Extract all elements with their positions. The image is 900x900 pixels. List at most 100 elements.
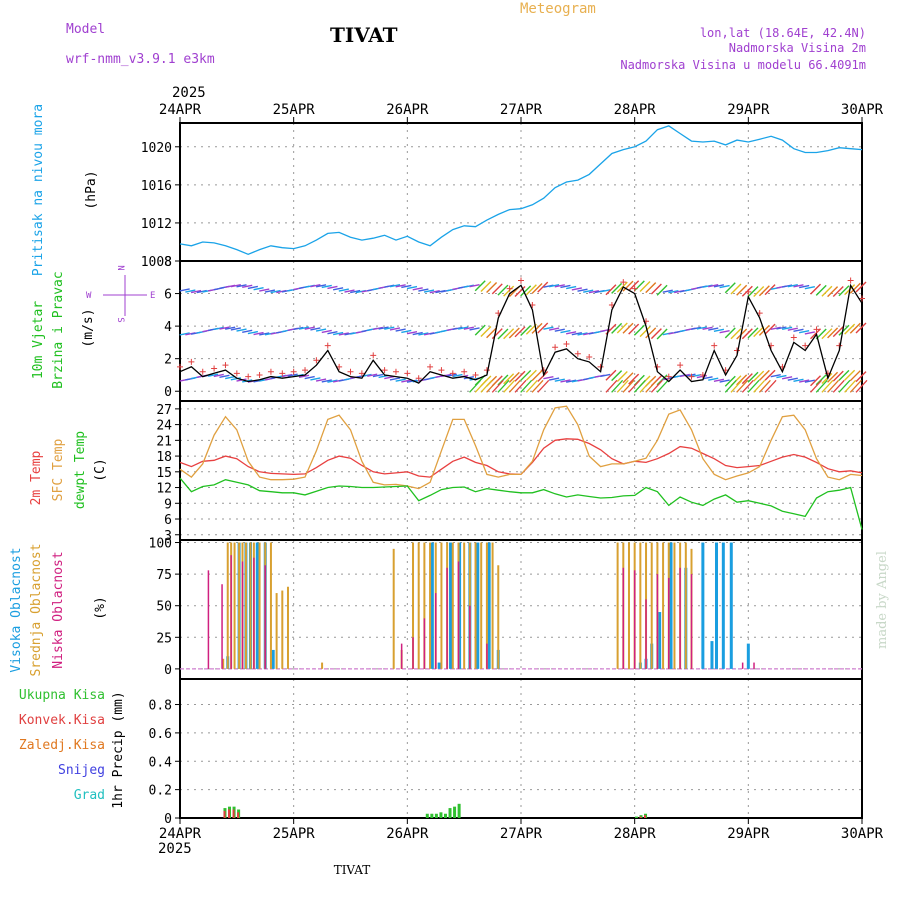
mid-cloud-bar (684, 542, 687, 669)
wind-arrow (520, 379, 533, 393)
wind-arrow (406, 379, 418, 383)
wind-arrow (810, 328, 822, 340)
x-tick-label-bottom: 27APR (500, 826, 543, 842)
low-cloud-bar (435, 593, 437, 669)
wind-arrow (628, 280, 640, 292)
wind-arrow (525, 284, 537, 296)
gust-marker (677, 362, 684, 369)
y-tick-label: 0.4 (149, 755, 173, 770)
footer-station: TIVAT (334, 863, 371, 877)
wind-arrow (810, 379, 823, 393)
wind-arrow (611, 282, 623, 294)
gust-marker (449, 370, 456, 377)
wind-arrow (440, 373, 452, 378)
wind-arrow (508, 379, 521, 393)
wind-arrow (412, 287, 423, 291)
gust-marker (688, 373, 695, 380)
wind-arrow (685, 373, 696, 377)
wind-arrow (463, 326, 474, 330)
wind-arrow (531, 322, 543, 334)
y-tick-label: 100 (149, 537, 172, 552)
wind-arrow (741, 328, 753, 340)
wind-arrow (770, 373, 781, 378)
wind-arrow (616, 371, 628, 383)
wind-arrow (560, 379, 571, 383)
gust-marker (518, 277, 524, 284)
gust-marker (654, 363, 661, 370)
high-cloud-bar (458, 542, 462, 669)
wind-arrow (514, 326, 526, 338)
gust-marker (347, 368, 354, 375)
wind-arrow (838, 369, 850, 381)
year-top: 2025 (172, 85, 206, 101)
wind-arrow (514, 370, 526, 382)
wind-arrow (855, 379, 868, 393)
wind-arrow (520, 369, 532, 381)
wind-arrow (321, 329, 332, 334)
wind-arrow (304, 326, 315, 330)
low-cloud-bar (622, 567, 625, 669)
wind-arrow (514, 286, 526, 298)
wind-arrow (588, 289, 600, 294)
wind-arrow (446, 373, 457, 377)
wind-arrow (747, 371, 759, 383)
gust-marker (381, 367, 388, 374)
high-cloud-bar (449, 542, 453, 669)
gust-marker (313, 357, 320, 364)
wind-arrow (815, 284, 827, 296)
y-tick-label: 1016 (141, 179, 172, 194)
legend-conv-precip: Konvek.Kisa (19, 713, 105, 728)
wind-arrow (639, 326, 651, 338)
wind-arrow (327, 330, 338, 335)
wind-arrow (696, 326, 708, 330)
y-tick-label: 6 (164, 288, 172, 303)
mid-cloud-bar (275, 593, 278, 669)
wind-arrow (537, 370, 549, 382)
wind-arrow (810, 375, 822, 387)
wind-arrow (225, 326, 236, 330)
y-tick-label: 8 (164, 255, 172, 270)
wind-arrow (225, 375, 236, 380)
gust-marker (233, 370, 240, 377)
wind-arrow (503, 379, 516, 393)
model-label: Model (66, 22, 105, 37)
wind-arrow (696, 374, 708, 379)
wind-arrow (832, 370, 844, 382)
low-cloud-bar (457, 561, 460, 669)
panel-frame (179, 400, 863, 541)
y-tick-label: 18 (156, 450, 172, 465)
wind-arrow (668, 289, 679, 294)
wind-arrow (815, 374, 827, 386)
wind-arrow (838, 324, 850, 336)
wind-arrow (650, 328, 662, 340)
wind-arrow (804, 286, 815, 290)
wind-arrow (486, 282, 498, 294)
wind-arrow (855, 281, 867, 293)
wind-arrow (702, 376, 713, 380)
mid-cloud-bar (321, 662, 324, 669)
mid-cloud-bar (639, 542, 642, 669)
high-cloud-bar (710, 641, 714, 669)
wind-arrow (702, 326, 713, 330)
wind-arrow (508, 327, 520, 339)
wind-arrow (389, 377, 401, 381)
x-tick-label-top: 24APR (159, 102, 202, 118)
gust-marker (245, 373, 252, 380)
wind-arrow (514, 379, 527, 393)
mid-cloud-bar (269, 542, 272, 669)
wind-arrow (474, 379, 487, 393)
wind-arrow (622, 322, 634, 334)
wind-arrow (616, 281, 628, 293)
wind-arrow (242, 284, 253, 289)
wind-arrow (270, 289, 281, 294)
mid-cloud-bar (238, 542, 241, 669)
wind-arrow (787, 327, 798, 331)
total-precip-bar (425, 813, 429, 818)
low-cloud-bar (412, 637, 414, 669)
wind-arrow (605, 369, 617, 381)
wind-arrow (327, 379, 338, 383)
wind-arrow (815, 379, 828, 393)
dewpt-line (179, 477, 863, 530)
gust-marker (631, 285, 638, 292)
